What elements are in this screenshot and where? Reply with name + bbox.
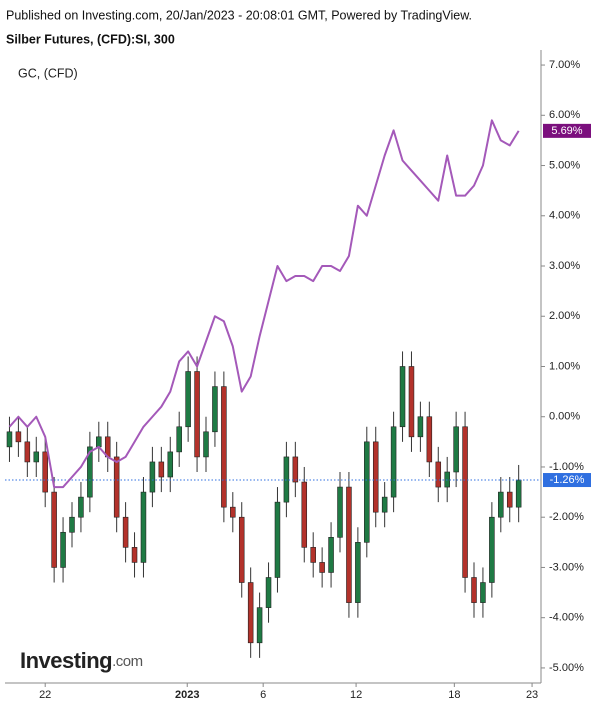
candle-body [238,516,245,583]
candle-body [301,481,308,548]
candle-body [24,441,31,463]
candle-body [176,426,182,453]
candle-body [319,562,325,573]
candle-body [158,461,165,478]
candle-body [444,471,450,488]
logo: Investing.com [20,648,143,673]
candle-body [42,451,48,493]
candle-body [140,491,147,563]
candle-body [515,479,522,508]
candle-body [381,496,388,513]
candle-body [230,506,236,518]
y-tick-label: 3.00% [549,260,580,272]
candle-body [96,436,102,448]
candle-body [328,537,334,573]
candle-body [131,547,138,563]
y-tick-label: 4.00% [549,210,580,222]
candle-body [203,431,209,458]
candle-body [426,416,433,463]
candle-body [408,366,415,438]
candle-body [274,501,281,578]
candle-body [78,496,84,518]
candle-body [471,577,477,603]
candle-body [122,516,129,548]
candle-body [417,416,424,438]
last-value-label: 5.69% [551,125,582,137]
candle-body [51,491,57,568]
y-tick-label: -5.00% [549,662,584,674]
x-tick-label: 6 [260,689,266,701]
candle-body [60,531,66,568]
candle-body [185,371,191,428]
x-tick-label: 22 [39,689,51,701]
candle-body [113,456,120,518]
y-tick-label: -3.00% [549,561,584,573]
x-tick-label: 23 [526,689,538,701]
candle-body [506,491,513,508]
candle-body [33,451,40,463]
candle-body [265,577,272,608]
candle-body [6,431,13,448]
candle-body [149,461,156,493]
candle-body [498,491,504,518]
line-series [8,119,520,489]
candle-body [247,582,254,644]
candle-body [346,486,352,603]
candle-body [69,516,75,533]
candle-body [310,547,316,563]
y-tick-label: 5.00% [549,159,580,171]
candle-body [292,456,299,483]
candle-body [194,371,200,458]
y-tick-label: 2.00% [549,310,580,322]
candle-body [399,366,406,428]
last-price-badge [543,473,591,488]
y-tick-label: -1.00% [549,461,584,473]
candle-body [221,386,227,508]
candle-body [364,441,370,543]
candle-body [256,607,263,644]
candle-body [337,486,343,538]
candle-body [462,426,468,578]
last-value-badge [543,123,591,138]
candle-body [212,386,218,433]
y-tick-label: -2.00% [549,511,584,523]
candle-body [15,431,22,443]
candle-body [489,516,495,583]
candle-body [355,542,361,603]
logo-brand: Investing [20,648,112,673]
candle-body [435,461,442,488]
candle-body [87,446,93,498]
candle-body [372,441,379,513]
x-tick-label: 18 [448,689,460,701]
chart-title: Silber Futures, (CFD):SI, 300 [6,32,175,46]
candle-body [390,426,397,498]
y-tick-label: 0.00% [549,411,580,423]
logo-suffix: .com [112,653,143,670]
candle-body [167,451,174,478]
header: Published on Investing.com, 20/Jan/2023 … [6,8,472,22]
x-tick-label: 12 [350,689,362,701]
candle-body [283,456,290,503]
y-tick-label: -4.00% [549,612,584,624]
x-tick-label: 2023 [175,689,199,701]
y-tick-label: 7.00% [549,59,580,71]
last-price-label: -1.26% [550,474,585,486]
candle-body [480,582,486,603]
y-tick-label: 6.00% [549,109,580,121]
candle-body [453,426,459,473]
legend-entry: GC, (CFD) [18,66,78,80]
y-tick-label: 1.00% [549,360,580,372]
